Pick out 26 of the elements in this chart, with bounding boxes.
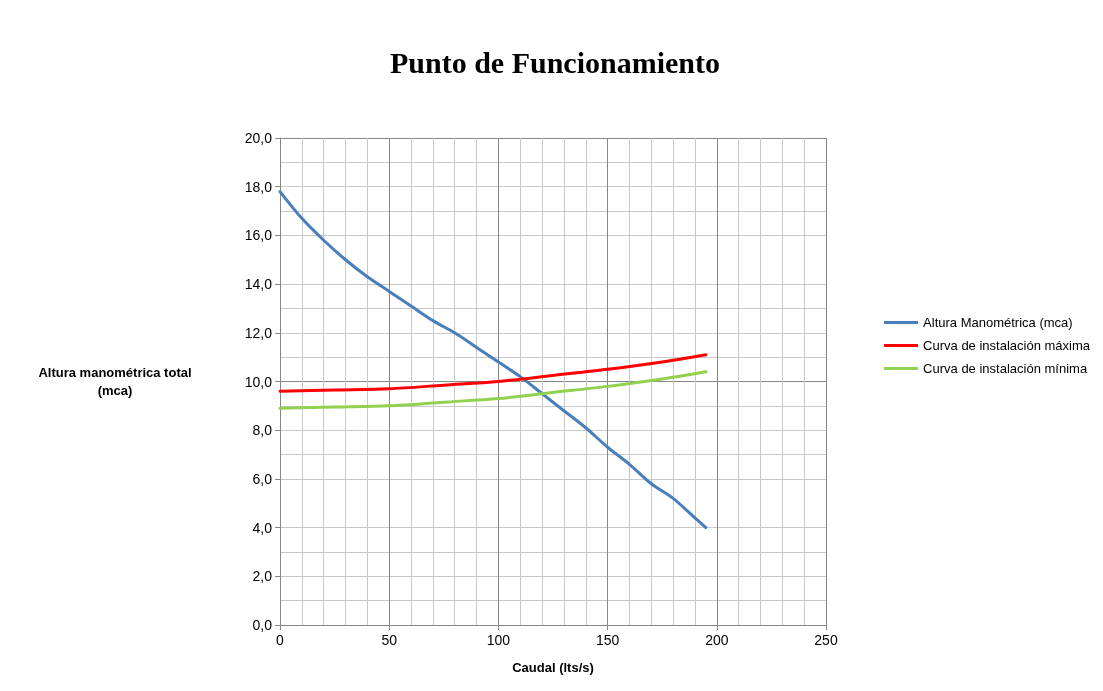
line-series [278, 353, 708, 393]
x-tick-label: 250 [814, 632, 838, 648]
y-tick-label: 12,0 [244, 324, 273, 341]
x-tick-label: 200 [705, 632, 729, 648]
x-tick-label: 100 [486, 632, 511, 648]
y-tick-label: 20,0 [244, 130, 273, 146]
line-series [278, 190, 708, 530]
y-tick-label: 14,0 [244, 276, 273, 293]
x-tick-label: 50 [381, 632, 398, 648]
y-tick-label: 6,0 [252, 470, 273, 487]
y-tick-label: 2,0 [252, 568, 273, 585]
y-tick-label: 4,0 [252, 519, 273, 536]
x-axis-title: Caudal (lts/s) [512, 660, 594, 675]
y-tick-label: 18,0 [244, 178, 273, 195]
y-tick-label: 16,0 [244, 227, 273, 244]
x-tick-label: 150 [595, 632, 620, 648]
chart-title: Punto de Funcionamiento [389, 45, 721, 79]
legend-label: Curva de instalación mínima [923, 361, 1088, 376]
x-tick-label: 0 [276, 632, 285, 648]
y-tick-label: 8,0 [252, 422, 273, 439]
y-tick-label: 0,0 [252, 617, 273, 633]
y-tick-label: 10,0 [244, 373, 273, 390]
legend-label: Altura Manométrica (mca) [923, 315, 1073, 330]
line-series [278, 370, 708, 410]
y-axis-title: Altura manométrica total (mca) [38, 365, 192, 398]
legend-label: Curva de instalación máxima [923, 338, 1091, 353]
